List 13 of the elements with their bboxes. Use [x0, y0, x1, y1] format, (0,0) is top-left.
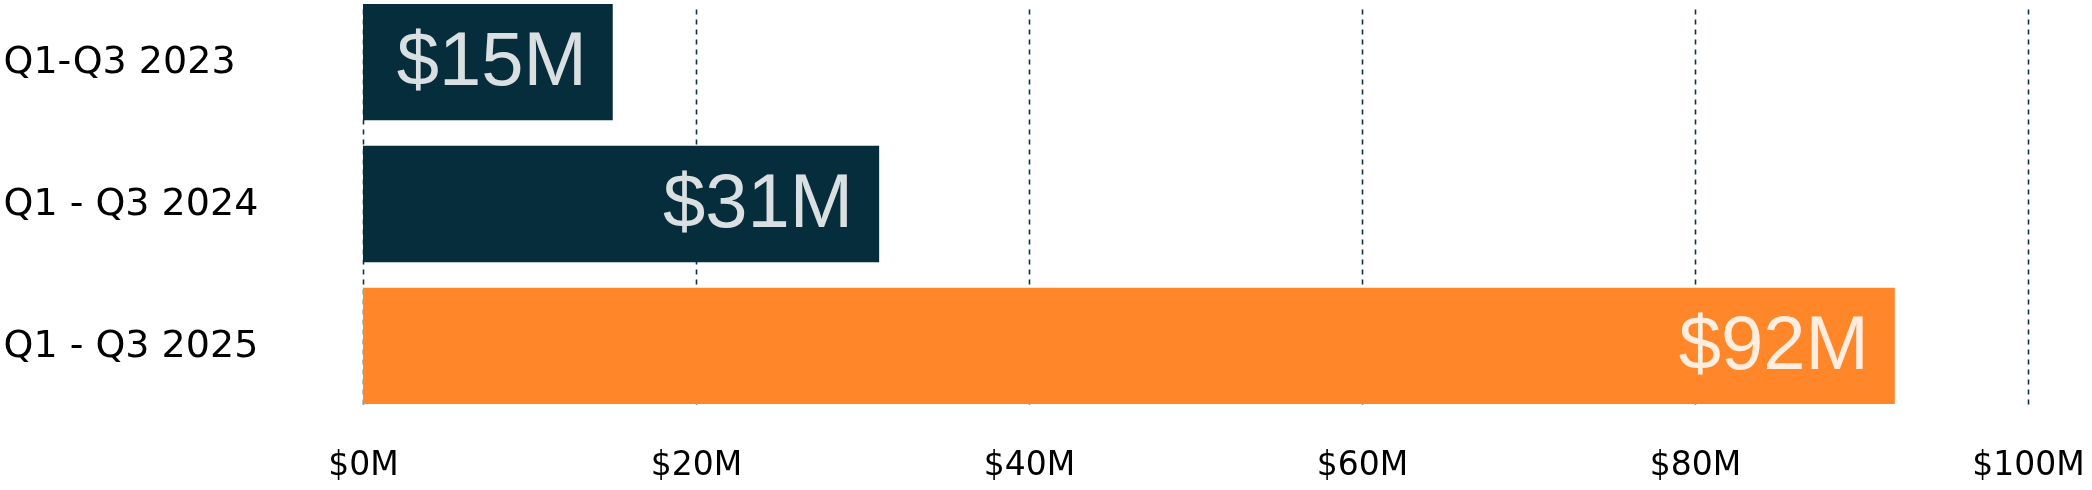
data-label: $31M [663, 158, 854, 243]
x-tick-label: $80M [1649, 443, 1742, 483]
x-tick-label: $40M [983, 443, 1076, 483]
data-label: $92M [1678, 299, 1869, 385]
bar [363, 287, 1895, 404]
x-tick-label: $0M [328, 443, 399, 483]
data-label: $15M [396, 16, 587, 102]
y-tick-label: Q1 - Q3 2025 [3, 321, 259, 366]
y-tick-label: Q1 - Q3 2024 [3, 180, 259, 224]
x-tick-label: $20M [650, 443, 743, 483]
y-tick-label: Q1-Q3 2023 [3, 38, 236, 83]
x-tick-label: $60M [1316, 443, 1409, 483]
x-tick-label: $100M [1972, 443, 2085, 483]
